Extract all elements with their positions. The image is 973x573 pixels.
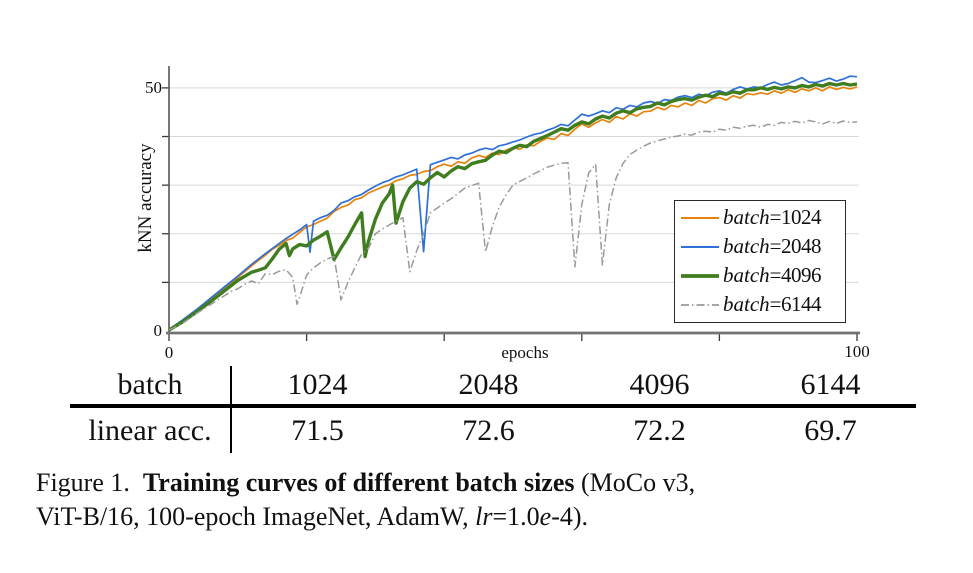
caption-line1-rest: (MoCo v3, [574, 468, 696, 497]
figure-caption: Figure 1. Training curves of different ba… [36, 466, 946, 534]
x-axis-title: epochs [501, 343, 549, 362]
legend-entry-batch-2048: batch=2048 [675, 232, 845, 261]
legend: batch=1024 batch=2048 batch=4096 batch=6… [674, 200, 846, 323]
caption-e-symbol: e [539, 502, 552, 531]
legend-line-batch-1024 [681, 216, 719, 219]
legend-entry-batch-1024: batch=1024 [675, 203, 845, 232]
legend-line-batch-4096 [681, 273, 719, 278]
x-axis-tick-0: 0 [164, 343, 174, 362]
legend-label-batch-4096: batch=4096 [723, 263, 822, 287]
legend-label-batch-1024: batch=1024 [723, 205, 822, 229]
legend-entry-batch-4096: batch=4096 [675, 261, 845, 290]
caption-figure-label: Figure 1. [36, 468, 130, 497]
legend-line-batch-2048 [681, 245, 719, 248]
table-row-label-linear-acc: linear acc. [70, 408, 232, 453]
legend-label-batch-6144: batch=6144 [723, 292, 822, 316]
batch-value-col4: 6144 [745, 366, 916, 408]
batch-value-col3: 4096 [574, 366, 745, 408]
table-row-label-batch: batch [70, 366, 232, 408]
legend-line-batch-6144 [681, 303, 719, 306]
linear-acc-col3: 72.2 [633, 413, 686, 447]
batch-value-col1: 1024 [232, 366, 403, 408]
legend-label-batch-2048: batch=2048 [723, 234, 822, 258]
linear-acc-col4: 69.7 [804, 413, 857, 447]
x-axis-tick-100: 100 [844, 342, 870, 361]
caption-bold-title: Training curves of different batch sizes [142, 468, 575, 497]
legend-entry-batch-6144: batch=6144 [675, 290, 845, 319]
y-axis-tick-50: 50 [145, 78, 162, 97]
caption-lr-symbol: lr [475, 502, 493, 531]
caption-line-1: Figure 1. Training curves of different ba… [36, 466, 946, 500]
y-axis-tick-0: 0 [153, 321, 163, 340]
results-table: batch 1024 2048 4096 6144 linear acc. 71… [70, 366, 916, 453]
caption-line-2: ViT-B/16, 100-epoch ImageNet, AdamW, lr=… [36, 502, 589, 531]
y-axis-title: kNN accuracy [135, 143, 156, 253]
batch-value-col2: 2048 [403, 366, 574, 408]
linear-acc-col1: 71.5 [291, 413, 344, 447]
linear-acc-col2: 72.6 [462, 413, 515, 447]
